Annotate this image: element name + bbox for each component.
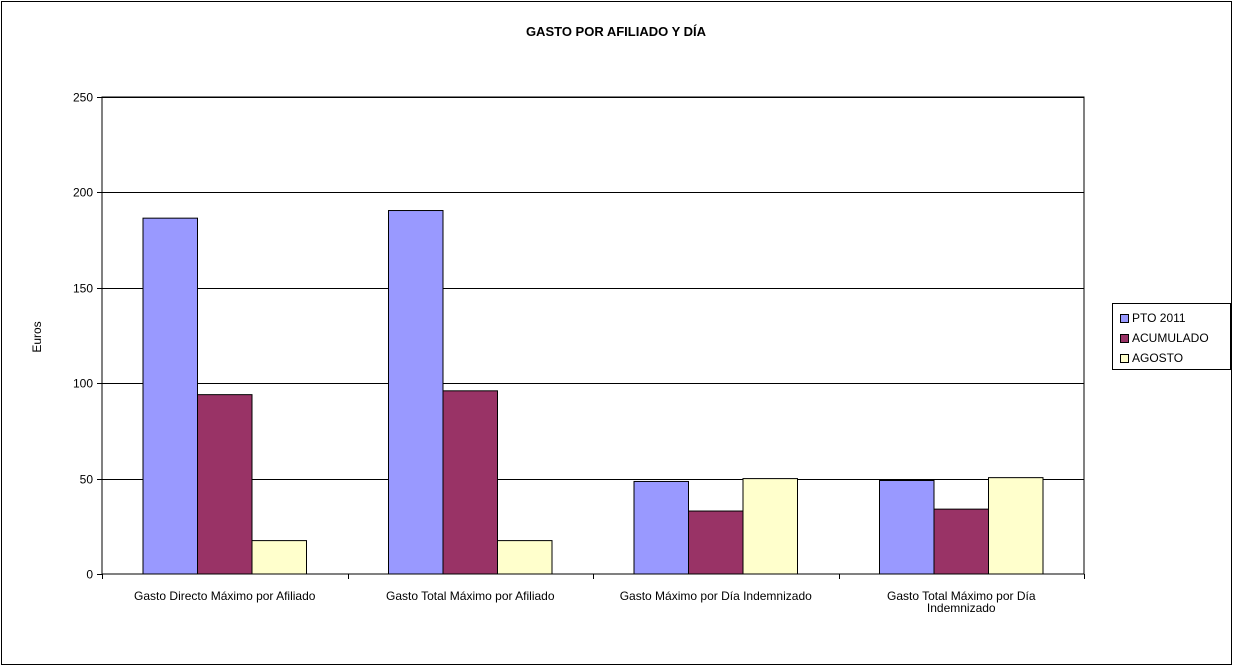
y-tick-label: 50 xyxy=(80,473,94,487)
x-category-label: Indemnizado xyxy=(927,601,996,615)
bar-agosto xyxy=(251,540,307,575)
legend-item: AGOSTO xyxy=(1120,348,1230,368)
legend-swatch xyxy=(1120,353,1129,363)
bar-acumulado xyxy=(688,510,744,575)
bar-pto-2011 xyxy=(142,217,198,575)
bar-pto-2011 xyxy=(388,210,444,575)
bars xyxy=(142,210,1044,575)
x-category-label: Gasto Total Máximo por Afiliado xyxy=(386,589,555,603)
legend-item: ACUMULADO xyxy=(1120,328,1230,348)
y-tick-label: 0 xyxy=(86,568,93,582)
bar-agosto xyxy=(497,540,553,575)
legend-label: AGOSTO xyxy=(1132,351,1184,365)
y-tick-label: 200 xyxy=(73,186,93,200)
bar-acumulado xyxy=(933,508,989,575)
axes: 0 50 100 150 200 250 Gasto Directo Máximo por … xyxy=(73,91,1085,615)
y-tick-label: 100 xyxy=(73,377,93,391)
x-category-label: Gasto Directo Máximo por Afiliado xyxy=(134,589,316,603)
bar-acumulado xyxy=(197,394,253,575)
bar-agosto xyxy=(988,477,1044,575)
x-category-label: Gasto Máximo por Día Indemnizado xyxy=(620,589,812,603)
legend: PTO 2011 ACUMULADO AGOSTO xyxy=(1112,303,1231,370)
legend-item: PTO 2011 xyxy=(1120,308,1230,328)
legend-label: PTO 2011 xyxy=(1132,311,1186,325)
bar-acumulado xyxy=(442,390,498,575)
bar-pto-2011 xyxy=(633,480,689,575)
chart-title: GASTO POR AFILIADO Y DÍA xyxy=(525,24,707,39)
legend-swatch xyxy=(1120,313,1129,323)
y-tick-label: 250 xyxy=(73,91,93,105)
x-category-label: Gasto Total Máximo por Día xyxy=(887,589,1036,603)
bar-agosto xyxy=(742,478,798,575)
bar-pto-2011 xyxy=(879,480,935,575)
y-tick-label: 150 xyxy=(73,282,93,296)
legend-swatch xyxy=(1120,333,1129,343)
legend-label: ACUMULADO xyxy=(1132,331,1209,345)
